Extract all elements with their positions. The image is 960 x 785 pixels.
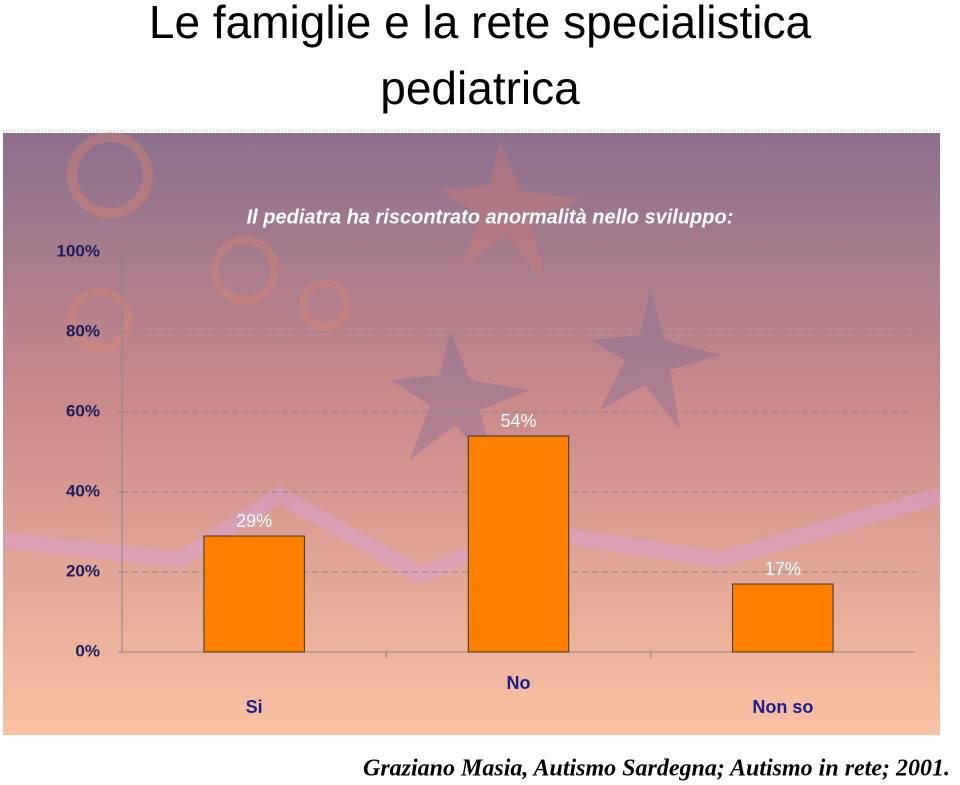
bar [203, 535, 305, 653]
value-label: 54% [500, 411, 536, 431]
caption: Graziano Masia, Autismo Sardegna; Autism… [363, 756, 950, 782]
decoration [2, 132, 943, 584]
slide-title: pediatrica [380, 62, 580, 114]
bar [467, 435, 570, 653]
x-tick-label: No [507, 673, 531, 693]
x-tick-label: Non so [752, 697, 813, 717]
value-label: 17% [765, 559, 801, 579]
value-label: 29% [236, 511, 272, 531]
y-tick-label: 60% [66, 401, 100, 420]
bar [732, 583, 834, 653]
y-tick-label: 100% [57, 241, 100, 260]
slide-title: Le famiglie e la rete specialistica [149, 0, 812, 48]
x-tick-label: Si [246, 697, 263, 717]
chart-title: Il pediatra ha riscontrato anormalità ne… [247, 206, 734, 228]
y-tick-label: 80% [66, 321, 100, 340]
y-tick-label: 40% [66, 481, 100, 500]
y-tick-label: 20% [66, 561, 100, 580]
y-tick-label: 0% [75, 641, 100, 660]
